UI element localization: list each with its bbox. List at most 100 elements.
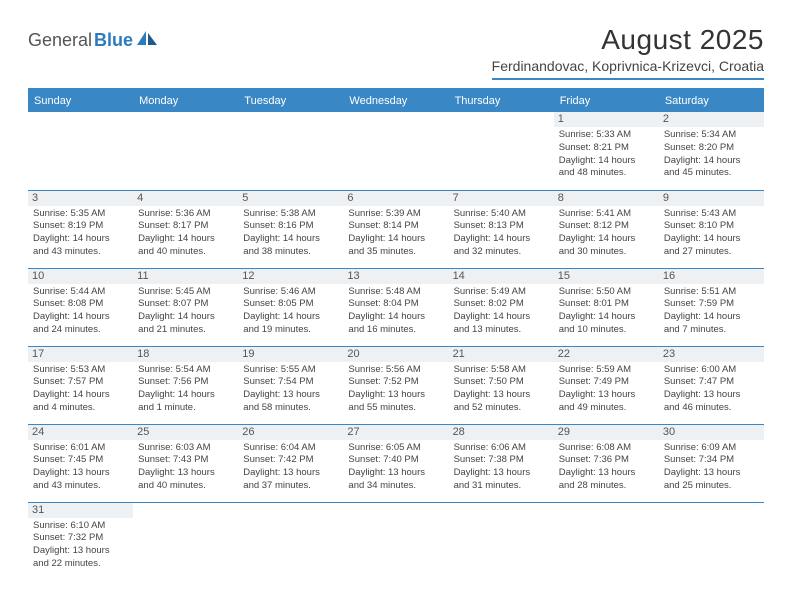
info-line: Sunrise: 6:10 AM	[33, 520, 128, 533]
day-number: 23	[659, 347, 764, 362]
calendar-cell-empty	[133, 112, 238, 190]
day-info: Sunrise: 5:48 AMSunset: 8:04 PMDaylight:…	[348, 286, 443, 337]
info-line: Sunset: 8:01 PM	[559, 298, 654, 311]
day-number: 7	[449, 191, 554, 206]
day-number	[28, 112, 133, 127]
day-number: 5	[238, 191, 343, 206]
calendar-week: 10Sunrise: 5:44 AMSunset: 8:08 PMDayligh…	[28, 268, 764, 346]
title-block: August 2025 Ferdinandovac, Koprivnica-Kr…	[492, 24, 764, 80]
calendar-week: 31Sunrise: 6:10 AMSunset: 7:32 PMDayligh…	[28, 502, 764, 580]
day-header: Wednesday	[343, 89, 448, 112]
day-number	[449, 112, 554, 127]
info-line: Daylight: 14 hours	[559, 155, 654, 168]
info-line: Sunrise: 5:59 AM	[559, 364, 654, 377]
brand-word2: Blue	[94, 30, 133, 51]
day-number: 6	[343, 191, 448, 206]
info-line: Daylight: 14 hours	[33, 389, 128, 402]
title-location: Ferdinandovac, Koprivnica-Krizevci, Croa…	[492, 58, 764, 80]
calendar-cell: 20 Sunrise: 5:56 AMSunset: 7:52 PMDayligh…	[343, 346, 448, 424]
info-line: Sunset: 7:47 PM	[664, 376, 759, 389]
calendar-cell: 17 Sunrise: 5:53 AMSunset: 7:57 PMDayligh…	[28, 346, 133, 424]
info-line: Daylight: 14 hours	[138, 311, 233, 324]
calendar-cell-empty	[659, 502, 764, 580]
sail-icon	[137, 31, 157, 45]
day-number: 18	[133, 347, 238, 362]
calendar-cell: 26Sunrise: 6:04 AMSunset: 7:42 PMDayligh…	[238, 424, 343, 502]
day-info: Sunrise: 5:41 AMSunset: 8:12 PMDaylight:…	[559, 208, 654, 259]
info-line: Sunrise: 5:51 AM	[664, 286, 759, 299]
day-number	[133, 503, 238, 518]
day-number: 30	[659, 425, 764, 440]
calendar-cell: 18Sunrise: 5:54 AMSunset: 7:56 PMDayligh…	[133, 346, 238, 424]
day-number	[133, 112, 238, 127]
day-number: 20	[343, 347, 448, 362]
calendar-cell: 22Sunrise: 5:59 AMSunset: 7:49 PMDayligh…	[554, 346, 659, 424]
info-line: and 48 minutes.	[559, 167, 654, 180]
day-info: Sunrise: 5:38 AMSunset: 8:16 PMDaylight:…	[243, 208, 338, 259]
day-info: Sunrise: 5:44 AMSunset: 8:08 PMDaylight:…	[33, 286, 128, 337]
calendar-cell: 9Sunrise: 5:43 AMSunset: 8:10 PMDaylight…	[659, 190, 764, 268]
day-info: Sunrise: 5:35 AMSunset: 8:19 PMDaylight:…	[33, 208, 128, 259]
info-line: Sunrise: 5:50 AM	[559, 286, 654, 299]
day-number: 26	[238, 425, 343, 440]
info-line: Sunset: 8:16 PM	[243, 220, 338, 233]
day-info: Sunrise: 5:49 AMSunset: 8:02 PMDaylight:…	[454, 286, 549, 337]
info-line: and 43 minutes.	[33, 480, 128, 493]
info-line: Daylight: 14 hours	[454, 311, 549, 324]
info-line: and 24 minutes.	[33, 324, 128, 337]
info-line: Sunset: 7:52 PM	[348, 376, 443, 389]
calendar-cell: 28Sunrise: 6:06 AMSunset: 7:38 PMDayligh…	[449, 424, 554, 502]
day-info: Sunrise: 6:05 AMSunset: 7:40 PMDaylight:…	[348, 442, 443, 493]
day-number: 12	[238, 269, 343, 284]
day-info: Sunrise: 5:33 AMSunset: 8:21 PMDaylight:…	[559, 129, 654, 180]
info-line: Sunset: 7:36 PM	[559, 454, 654, 467]
day-info: Sunrise: 6:10 AMSunset: 7:32 PMDaylight:…	[33, 520, 128, 571]
info-line: and 10 minutes.	[559, 324, 654, 337]
day-header-row: SundayMondayTuesdayWednesdayThursdayFrid…	[28, 89, 764, 112]
info-line: Daylight: 14 hours	[664, 311, 759, 324]
info-line: Sunrise: 5:53 AM	[33, 364, 128, 377]
info-line: Daylight: 13 hours	[243, 467, 338, 480]
info-line: Sunrise: 5:38 AM	[243, 208, 338, 221]
day-info: Sunrise: 6:01 AMSunset: 7:45 PMDaylight:…	[33, 442, 128, 493]
calendar-cell: 21Sunrise: 5:58 AMSunset: 7:50 PMDayligh…	[449, 346, 554, 424]
day-number: 17	[28, 347, 133, 362]
info-line: Sunset: 8:08 PM	[33, 298, 128, 311]
day-info: Sunrise: 5:53 AMSunset: 7:57 PMDaylight:…	[33, 364, 128, 415]
info-line: Sunrise: 6:05 AM	[348, 442, 443, 455]
info-line: Sunrise: 5:46 AM	[243, 286, 338, 299]
day-info: Sunrise: 6:09 AMSunset: 7:34 PMDaylight:…	[664, 442, 759, 493]
day-number: 8	[554, 191, 659, 206]
day-number: 2	[659, 112, 764, 127]
calendar-cell: 8 Sunrise: 5:41 AMSunset: 8:12 PMDaylight…	[554, 190, 659, 268]
info-line: and 31 minutes.	[454, 480, 549, 493]
calendar-cell: 1 Sunrise: 5:33 AMSunset: 8:21 PMDaylight…	[554, 112, 659, 190]
info-line: Sunrise: 5:33 AM	[559, 129, 654, 142]
info-line: and 37 minutes.	[243, 480, 338, 493]
brand-logo: General Blue	[28, 30, 157, 51]
info-line: Daylight: 13 hours	[33, 467, 128, 480]
day-info: Sunrise: 5:56 AMSunset: 7:52 PMDaylight:…	[348, 364, 443, 415]
title-month: August 2025	[492, 24, 764, 56]
day-info: Sunrise: 5:58 AMSunset: 7:50 PMDaylight:…	[454, 364, 549, 415]
info-line: Sunset: 7:57 PM	[33, 376, 128, 389]
info-line: and 7 minutes.	[664, 324, 759, 337]
calendar-cell: 13Sunrise: 5:48 AMSunset: 8:04 PMDayligh…	[343, 268, 448, 346]
calendar-cell: 4Sunrise: 5:36 AMSunset: 8:17 PMDaylight…	[133, 190, 238, 268]
info-line: and 1 minute.	[138, 402, 233, 415]
info-line: Daylight: 14 hours	[243, 233, 338, 246]
day-info: Sunrise: 5:36 AMSunset: 8:17 PMDaylight:…	[138, 208, 233, 259]
brand-word1: General	[28, 30, 92, 51]
info-line: Daylight: 14 hours	[348, 311, 443, 324]
info-line: Sunset: 8:17 PM	[138, 220, 233, 233]
day-info: Sunrise: 6:03 AMSunset: 7:43 PMDaylight:…	[138, 442, 233, 493]
calendar-cell-empty	[28, 112, 133, 190]
info-line: Sunset: 7:34 PM	[664, 454, 759, 467]
info-line: Daylight: 14 hours	[664, 155, 759, 168]
info-line: and 49 minutes.	[559, 402, 654, 415]
day-number: 15	[554, 269, 659, 284]
info-line: and 38 minutes.	[243, 246, 338, 259]
info-line: Sunrise: 5:54 AM	[138, 364, 233, 377]
calendar-week: 17 Sunrise: 5:53 AMSunset: 7:57 PMDayligh…	[28, 346, 764, 424]
day-number: 1	[554, 112, 659, 127]
